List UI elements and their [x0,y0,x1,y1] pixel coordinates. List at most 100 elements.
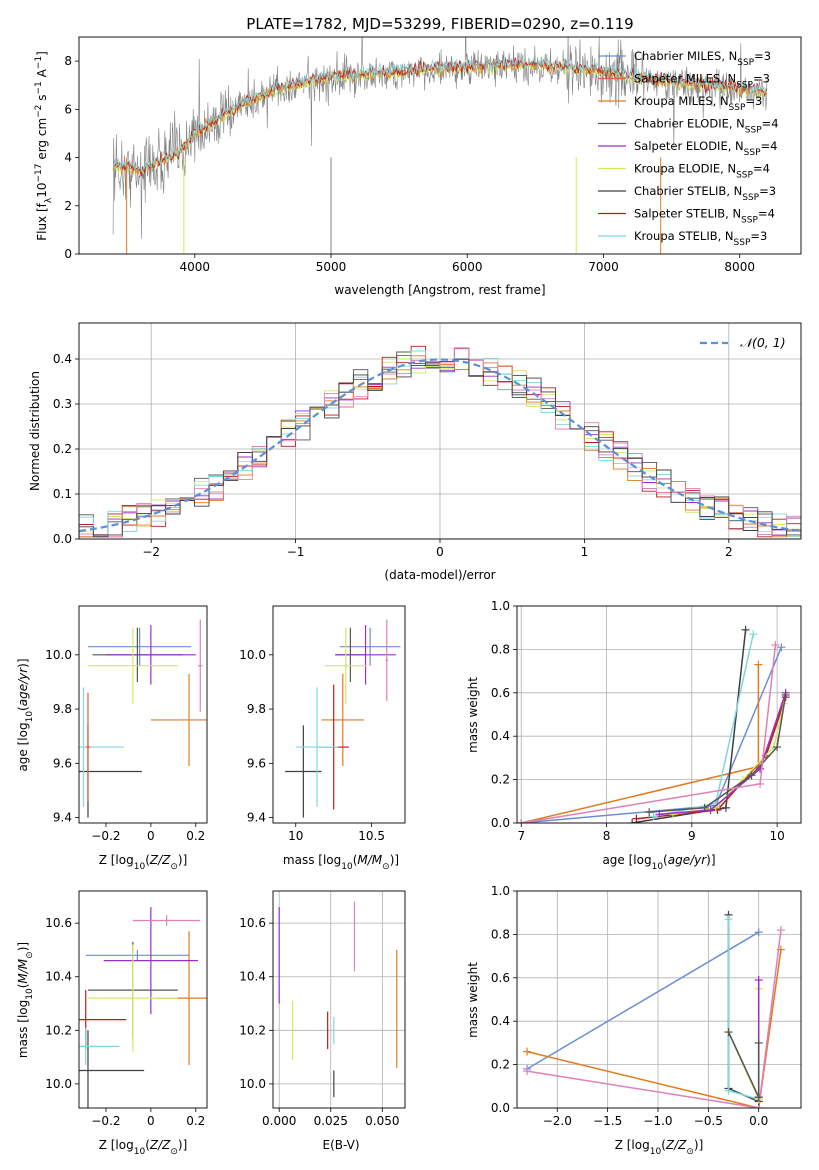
x-tick-label: 10.5 [358,829,385,843]
label-part: ] [35,51,49,56]
plus-marker [721,803,730,812]
plus-marker [517,819,526,823]
plus-marker [756,779,765,788]
x-tick-label: 6000 [452,260,483,274]
weight-line [727,919,759,1101]
plus-marker [773,743,782,752]
x-tick-label: 0 [147,1114,155,1128]
plus-marker [669,810,678,819]
plus-marker [649,812,658,821]
plus-marker [706,805,715,814]
x-tick-label: −1 [287,545,305,559]
y-tick-label: 0.0 [491,1101,510,1115]
weight-line [526,949,782,1108]
label-part: age [log [602,853,651,867]
weight-line [727,914,759,1103]
label-part: −17 [34,164,44,183]
label-part: Kroupa STELIB, N [634,229,734,243]
label-part: 10 [134,862,146,872]
x-tick-label: 8000 [724,260,755,274]
error-bar [87,627,192,666]
y-tick-label: 10.0 [239,648,266,662]
error-bar [105,624,196,685]
label-part: Salpeter ELODIE, N [634,139,744,153]
y-tick-label: 0.1 [53,487,72,501]
plus-marker [632,814,641,823]
error-bar [150,673,207,767]
label-part: 10 [341,862,353,872]
weight-line [653,634,754,818]
weight-line [521,646,783,823]
y-tick-label: 0.8 [491,927,510,941]
label-part: =4 [753,162,770,176]
y-tick-label: 8 [64,54,72,68]
plus-marker [781,690,790,699]
plot-area [79,345,801,538]
legend-entry: Salpeter ELODIE, NSSP=4 [634,139,777,158]
label-part: ⊙ [170,862,178,872]
label-part: =3 [759,184,776,198]
x-tick-label: 0.2 [186,829,205,843]
error-bar [132,915,201,926]
label-part: ( [145,1138,150,1152]
label-part: λ [44,197,54,203]
plot-area [79,619,207,818]
x-tick-label: 5000 [316,260,347,274]
error-bar [385,619,389,701]
plot-area [79,907,207,1108]
y-tick-label: 0.2 [491,1058,510,1072]
label-part: )] [178,853,187,867]
y-tick-label: 10.0 [45,648,72,662]
axes-frame [78,605,208,824]
label-part: SSP [736,81,753,91]
error-bar [198,619,203,712]
y-axis-label: mass weight [466,962,480,1038]
weight-line [659,692,787,816]
label-part: 10 [25,711,35,723]
legend-entry: Kroupa MILES, NSSP=3 [634,94,762,113]
y-tick-label: 9.8 [53,702,72,716]
label-part: SSP [741,216,758,226]
y-tick-label: 0.3 [53,397,72,411]
label-part: Z/Z [665,1138,687,1152]
label-part: SSP [742,193,759,203]
x-tick-label: −2.0 [543,1114,572,1128]
label-part: =3 [745,94,762,108]
label-part: Chabrier ELODIE, N [634,117,745,131]
plus-marker [724,1028,733,1037]
x-tick-label: −1.0 [643,1114,672,1128]
label-part: −1 [34,81,44,94]
label-part: −2 [34,105,44,118]
metallicity-weight-panel: −2.0 −1.5 −1.0 −0.5 0.0 0.0 0.2 0.4 0.6 0.8 1.0 Z [… [466,884,802,1157]
legend-entry: Salpeter MILES, NSSP=3 [634,72,770,91]
axes-frame [272,605,406,824]
y-tick-label: 0.0 [53,532,72,546]
x-axis-label: Z [log10(Z/Z⊙)] [99,1138,188,1157]
label-part: ⊙ [382,862,390,872]
x-tick-label: 0.2 [186,1114,205,1128]
y-tick-label: 10.0 [239,1077,266,1091]
plus-marker [523,1047,532,1056]
plus-marker [754,975,763,984]
label-part: age/yr [668,853,707,867]
plot-area [278,901,398,1098]
plus-marker [777,643,786,652]
x-tick-label: 10 [769,829,784,843]
label-part: ( [353,853,358,867]
label-part: erg cm [35,118,49,164]
plot-area [112,37,768,254]
x-tick-label: 0.000 [262,1114,296,1128]
plus-marker [724,1086,733,1095]
label-part: s [35,95,49,105]
y-tick-label: 1.0 [491,884,510,898]
label-part: Flux [f [35,202,49,240]
x-tick-label: −0.5 [694,1114,723,1128]
y-tick-label: 10.6 [239,916,266,930]
plus-marker [749,630,758,639]
x-tick-label: 4000 [180,260,211,274]
metallicity-age-panel: −0.2 0 0.29.49.69.810.0Z [log10(Z/Z⊙)]age … [16,605,208,872]
y-tick-label: 6 [64,102,72,116]
plus-marker [523,1067,532,1076]
